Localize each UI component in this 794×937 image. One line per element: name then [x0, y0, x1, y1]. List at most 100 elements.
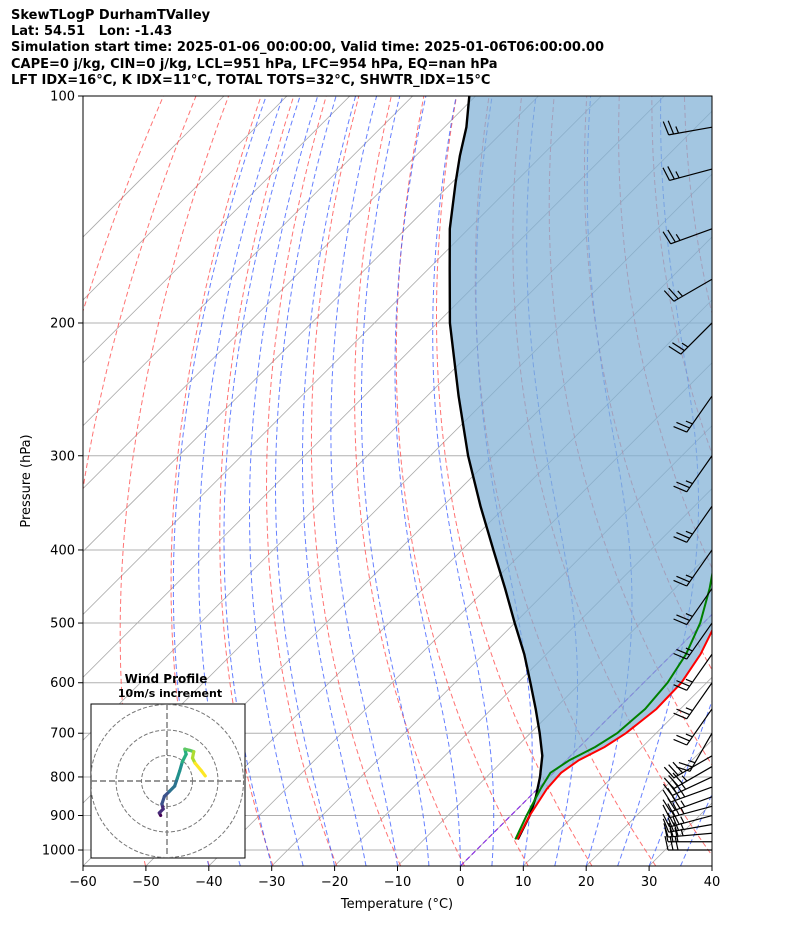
skewed-isotherm	[334, 488, 712, 866]
barb-staff	[686, 682, 713, 720]
barb-staff	[669, 168, 713, 182]
wind-barb	[664, 835, 712, 851]
barb-flag	[674, 827, 679, 842]
dry-adiabat	[354, 96, 465, 866]
dry-adiabat	[170, 96, 262, 866]
barb-staff	[671, 776, 713, 797]
x-tick-label: −20	[321, 875, 348, 890]
moist-adiabat	[223, 96, 301, 866]
barb-staff	[670, 786, 713, 803]
barb-flag	[676, 532, 690, 539]
barb-flag	[672, 342, 685, 352]
barb-staff	[686, 455, 713, 493]
x-tick-label: 20	[578, 875, 595, 890]
moist-adiabat	[275, 96, 337, 866]
moist-adiabat	[617, 96, 699, 866]
skewed-isotherm	[83, 96, 225, 238]
moist-adiabat	[198, 96, 284, 866]
barb-half-flag	[681, 342, 689, 348]
barb-half-flag	[680, 816, 685, 824]
dry-adiabat	[750, 96, 794, 866]
y-axis-label: Pressure (hPa)	[19, 434, 34, 527]
x-tick-label: −30	[258, 875, 285, 890]
moist-adiabat	[711, 864, 712, 866]
barb-flag	[673, 618, 687, 626]
barb-half-flag	[681, 775, 688, 782]
wind-barb	[673, 549, 713, 587]
moist-adiabat	[680, 793, 712, 866]
barb-staff	[668, 832, 713, 838]
moist-adiabat	[432, 96, 495, 866]
barb-flag	[663, 290, 675, 302]
x-tick-label: 10	[515, 875, 532, 890]
y-tick-label: 400	[50, 543, 75, 558]
y-tick-label: 900	[50, 809, 75, 824]
simulation-times: Simulation start time: 2025-01-06_00:00:…	[11, 40, 604, 56]
barb-flag	[668, 822, 674, 837]
dry-adiabat	[782, 96, 794, 866]
barb-flag	[673, 579, 687, 587]
wind-barb	[663, 766, 713, 790]
barb-half-flag	[677, 290, 684, 297]
barb-flag	[663, 823, 669, 838]
barb-flag	[673, 425, 687, 433]
skewed-isotherm	[775, 96, 794, 866]
barb-flag	[676, 421, 690, 429]
wind-barb	[676, 732, 713, 772]
hodograph-subtitle: 10m/s increment	[118, 687, 222, 700]
skewed-isotherm	[711, 865, 712, 866]
y-tick-label: 1000	[42, 844, 75, 859]
barb-flag	[662, 813, 671, 828]
barb-half-flag	[685, 530, 693, 535]
barb-flag	[672, 802, 680, 816]
x-tick-label: 0	[456, 875, 464, 890]
dry-adiabat	[395, 96, 529, 866]
barb-flag	[668, 775, 679, 787]
dry-adiabat	[265, 96, 338, 866]
barb-half-flag	[685, 574, 693, 579]
barb-flag	[673, 536, 687, 543]
skewed-isotherm	[83, 96, 476, 490]
barb-half-flag	[685, 420, 693, 425]
barb-flag	[673, 485, 687, 493]
barb-flag	[663, 766, 675, 779]
barb-flag	[673, 652, 687, 660]
barb-flag	[667, 812, 675, 826]
dewpoint-profile-line	[514, 569, 712, 840]
station-title: SkewTLogP DurhamTValley	[11, 8, 211, 23]
wind-barb	[673, 588, 713, 626]
wind-barb	[663, 278, 713, 302]
barb-flag	[676, 708, 690, 716]
barb-flag	[673, 738, 687, 746]
barb-staff	[689, 732, 713, 772]
barb-half-flag	[675, 234, 681, 241]
stability-indices: LFT IDX=16°C, K IDX=11°C, TOTAL TOTS=32°…	[11, 72, 491, 88]
barb-flag	[667, 120, 675, 135]
barb-flag	[663, 783, 673, 796]
wind-barb	[673, 622, 713, 660]
barb-flag	[662, 231, 672, 245]
moist-adiabat	[361, 96, 430, 866]
moist-adiabat	[330, 96, 398, 866]
barb-half-flag	[685, 678, 693, 683]
cin-shaded-area	[449, 96, 712, 840]
barb-staff	[669, 814, 713, 828]
parcel-profile-line	[448, 96, 544, 840]
wind-barbs	[662, 120, 713, 851]
barb-flag	[672, 772, 684, 784]
x-axis-label: Temperature (°C)	[340, 897, 453, 912]
skewed-isotherm	[83, 96, 288, 301]
wind-barb	[673, 395, 713, 433]
moist-adiabat	[394, 96, 461, 866]
barb-flag	[669, 827, 674, 842]
barb-flag	[668, 287, 679, 300]
barb-half-flag	[685, 480, 693, 485]
barb-staff	[673, 766, 713, 790]
x-tick-label: 30	[641, 875, 658, 890]
barb-staff	[668, 823, 713, 833]
barb-flag	[676, 766, 691, 772]
barb-half-flag	[685, 733, 693, 738]
hodograph-plot	[91, 704, 245, 858]
wind-barb	[662, 120, 713, 136]
